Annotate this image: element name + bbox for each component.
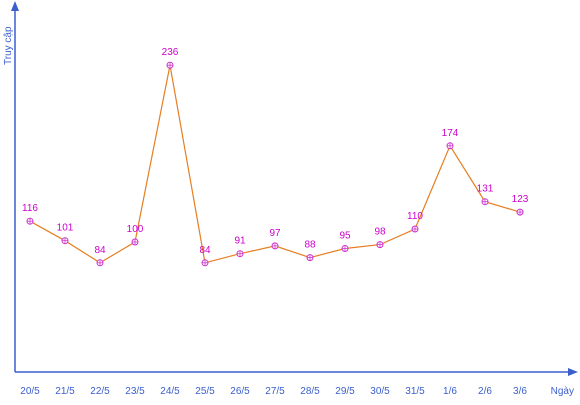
data-point-marker	[61, 237, 69, 245]
data-label: 101	[57, 223, 74, 234]
data-label: 97	[269, 228, 281, 239]
data-label: 174	[442, 128, 459, 139]
x-tick-label: 25/5	[195, 386, 215, 397]
data-point-marker	[341, 245, 349, 252]
data-point-marker	[131, 238, 139, 246]
data-point-marker	[271, 242, 279, 250]
data-point-marker	[96, 259, 104, 267]
data-label: 84	[199, 245, 211, 256]
data-label: 236	[162, 47, 179, 58]
data-label: 131	[477, 184, 494, 195]
x-tick-label: 31/5	[405, 386, 425, 397]
data-point-marker	[236, 250, 244, 258]
data-point-marker	[306, 254, 314, 262]
series	[26, 61, 524, 267]
data-label: 95	[339, 231, 351, 242]
x-tick-label: 28/5	[300, 386, 320, 397]
data-label: 91	[234, 236, 246, 247]
data-point-marker	[446, 142, 454, 150]
x-tick-label: 26/5	[230, 386, 250, 397]
data-label: 110	[407, 211, 423, 222]
y-axis-title: Truy cập	[3, 26, 14, 65]
y-axis-arrow-icon	[11, 1, 19, 11]
data-label: 116	[22, 203, 38, 214]
x-tick-label: 23/5	[125, 386, 145, 397]
data-point-marker	[516, 208, 524, 216]
x-tick-labels: 20/5 21/5 22/5 23/5 24/5 25/5 26/5 27/5 28/5 29/5…	[20, 386, 527, 397]
x-tick-label: 29/5	[335, 386, 355, 397]
data-point-marker	[411, 225, 419, 233]
data-label: 88	[304, 240, 316, 251]
data-point-marker	[26, 217, 34, 225]
x-tick-label: 27/5	[265, 386, 285, 397]
axes: Truy cập Ngày	[3, 1, 578, 397]
x-tick-label: 2/6	[478, 386, 492, 397]
x-tick-label: 21/5	[55, 386, 75, 397]
x-axis-title: Ngày	[551, 386, 574, 397]
x-axis-arrow-icon	[568, 368, 578, 376]
x-tick-label: 22/5	[90, 386, 110, 397]
x-tick-label: 30/5	[370, 386, 390, 397]
data-point-marker	[481, 198, 489, 206]
data-label: 84	[94, 245, 106, 256]
data-point-marker	[201, 259, 209, 267]
data-label: 123	[512, 194, 529, 205]
data-label: 98	[374, 227, 386, 238]
x-tick-label: 20/5	[20, 386, 40, 397]
data-label: 100	[127, 224, 144, 235]
data-labels: 116 101 84 100 236 84 91 97 88 95 98 110 174 131 123	[22, 47, 529, 256]
data-point-marker	[376, 241, 384, 249]
x-tick-label: 1/6	[443, 386, 457, 397]
x-tick-label: 3/6	[513, 386, 527, 397]
data-point-marker	[166, 61, 174, 69]
x-tick-label: 24/5	[160, 386, 180, 397]
